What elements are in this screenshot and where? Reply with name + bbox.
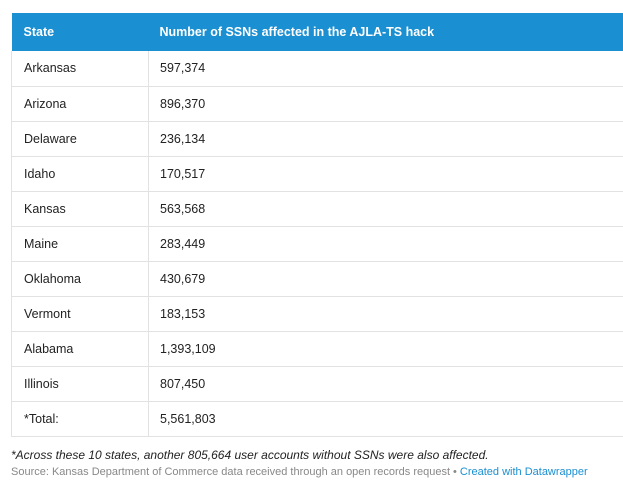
table-row: Delaware 236,134 [11, 121, 623, 157]
header-number[interactable]: Number of SSNs affected in the AJLA-TS h… [159, 25, 435, 39]
table-row: Kansas 563,568 [11, 191, 623, 227]
table-row: Idaho 170,517 [11, 156, 623, 192]
header-state[interactable]: State [23, 25, 55, 39]
table-row: Arizona 896,370 [11, 86, 623, 122]
state-cell: Delaware [11, 121, 149, 157]
ssn-table: State Number of SSNs affected in the AJL… [11, 13, 623, 437]
table-body: Arkansas 597,374 Arizona 896,370 Delaware 236… [11, 51, 623, 437]
table-row: Arkansas 597,374 [11, 51, 623, 87]
ssn-count-cell: 5,561,803 [148, 401, 623, 437]
ssn-count-cell: 896,370 [148, 86, 623, 122]
ssn-count-cell: 807,450 [148, 366, 623, 402]
state-cell: Vermont [11, 296, 149, 332]
state-cell: Kansas [11, 191, 149, 227]
table-row: Maine 283,449 [11, 226, 623, 262]
footnote: *Across these 10 states, another 805,664… [11, 448, 489, 462]
state-cell: Arkansas [11, 51, 149, 87]
source-separator: • [453, 466, 457, 478]
ssn-count-cell: 170,517 [148, 156, 623, 192]
ssn-count-cell: 283,449 [148, 226, 623, 262]
ssn-count-cell: 183,153 [148, 296, 623, 332]
table-row: *Total: 5,561,803 [11, 401, 623, 437]
state-cell: Maine [11, 226, 149, 262]
source-line: Source: Kansas Department of Commerce da… [11, 466, 588, 478]
table-row: Oklahoma 430,679 [11, 261, 623, 297]
ssn-count-cell: 1,393,109 [148, 331, 623, 367]
state-cell: Illinois [11, 366, 149, 402]
state-cell: Arizona [11, 86, 149, 122]
state-cell: Idaho [11, 156, 149, 192]
ssn-count-cell: 597,374 [148, 51, 623, 87]
ssn-count-cell: 563,568 [148, 191, 623, 227]
datawrapper-link[interactable]: Created with Datawrapper [459, 466, 588, 478]
table-row: Illinois 807,450 [11, 366, 623, 402]
state-cell: Oklahoma [11, 261, 149, 297]
table-header-row: State Number of SSNs affected in the AJL… [11, 13, 623, 51]
state-cell: Alabama [11, 331, 149, 367]
ssn-count-cell: 430,679 [148, 261, 623, 297]
table-row: Alabama 1,393,109 [11, 331, 623, 367]
ssn-count-cell: 236,134 [148, 121, 623, 157]
source-text: Source: Kansas Department of Commerce da… [11, 466, 451, 478]
table-row: Vermont 183,153 [11, 296, 623, 332]
state-cell: *Total: [11, 401, 149, 437]
